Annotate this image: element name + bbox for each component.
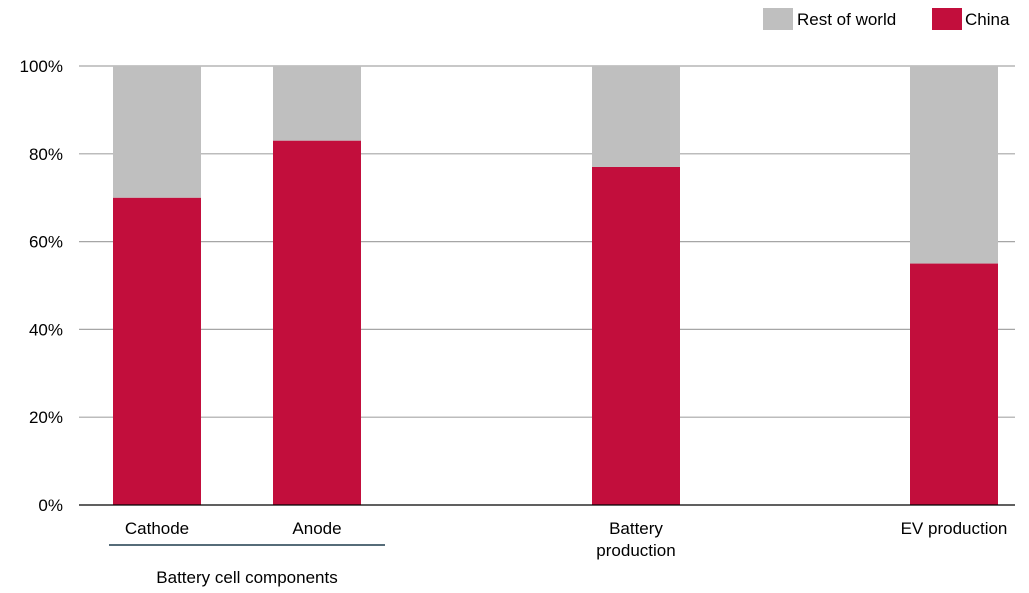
bar-rest-of-world-battery-production xyxy=(592,66,680,167)
gridlines xyxy=(79,65,1015,418)
x-category-label: production xyxy=(596,541,675,560)
x-category-label: EV production xyxy=(901,519,1008,538)
y-tick-label: 0% xyxy=(38,496,63,515)
y-tick-label: 100% xyxy=(20,57,63,76)
legend-label-rest-of-world: Rest of world xyxy=(797,10,896,29)
x-category-label: Cathode xyxy=(125,519,189,538)
bar-china-battery-production xyxy=(592,166,680,505)
bars xyxy=(113,66,998,505)
bar-rest-of-world-cathode xyxy=(113,66,201,198)
bar-china-ev-production xyxy=(910,263,998,505)
y-tick-label: 20% xyxy=(29,408,63,427)
legend-label-china: China xyxy=(965,10,1010,29)
legend-swatch-rest-of-world xyxy=(763,8,793,30)
bar-china-anode xyxy=(273,140,361,505)
x-category-label: Battery xyxy=(609,519,663,538)
bar-rest-of-world-ev-production xyxy=(910,66,998,264)
legend-swatch-china xyxy=(932,8,962,30)
y-tick-label: 80% xyxy=(29,145,63,164)
bar-rest-of-world-anode xyxy=(273,66,361,141)
legend: Rest of world China xyxy=(763,8,1010,30)
y-tick-label: 40% xyxy=(29,320,63,339)
axes: 0% 20% 40% 60% 80% 100% Cathode Anode Battery pro… xyxy=(20,57,1015,587)
x-category-label: Anode xyxy=(292,519,341,538)
group-label: Battery cell components xyxy=(156,568,337,587)
bar-china-cathode xyxy=(113,197,201,505)
y-tick-label: 60% xyxy=(29,233,63,252)
